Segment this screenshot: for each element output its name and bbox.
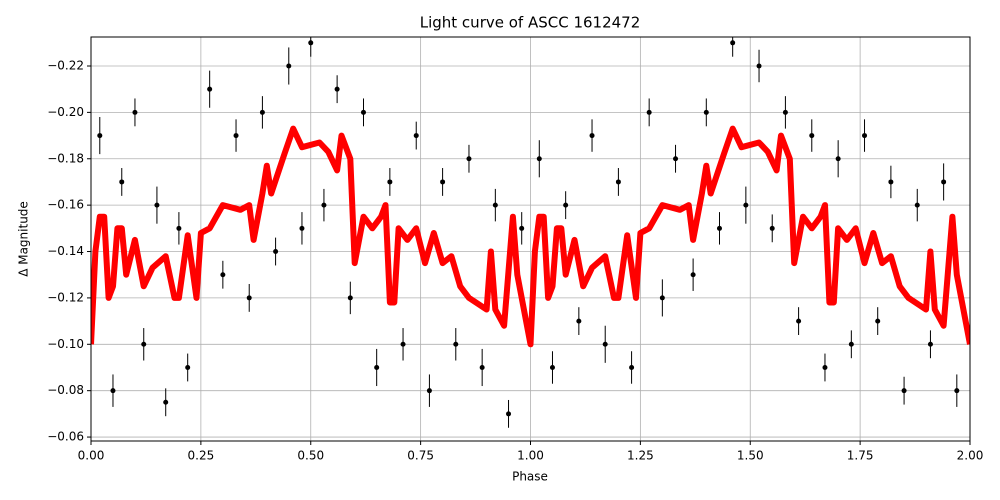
data-point <box>629 364 635 370</box>
data-point <box>690 272 696 278</box>
data-point <box>233 133 239 139</box>
data-point <box>176 225 182 231</box>
data-point <box>440 179 446 185</box>
data-point <box>119 179 125 185</box>
data-point <box>716 225 722 231</box>
fit-line <box>91 125 970 348</box>
data-point <box>589 133 595 139</box>
x-tick-label: 1.25 <box>627 449 654 463</box>
data-point <box>703 109 709 115</box>
plot-frame <box>90 36 971 442</box>
x-tick-label: 0.25 <box>188 449 215 463</box>
data-point <box>796 318 802 324</box>
data-point <box>730 40 736 46</box>
data-point <box>110 388 116 394</box>
data-point <box>299 225 305 231</box>
chart-title: Light curve of ASCC 1612472 <box>420 14 641 32</box>
data-point <box>549 364 555 370</box>
data-point <box>941 179 947 185</box>
data-point <box>286 63 292 69</box>
x-tick-label: 0.75 <box>407 449 434 463</box>
data-point <box>615 179 621 185</box>
data-point <box>413 133 419 139</box>
data-point <box>453 341 459 347</box>
data-point <box>141 341 147 347</box>
x-tick-label: 0.00 <box>78 449 105 463</box>
data-point <box>901 388 907 394</box>
plot-area <box>91 37 970 428</box>
data-point <box>536 156 542 162</box>
x-tick-label: 1.00 <box>517 449 544 463</box>
y-tick-label: −0.12 <box>47 290 84 304</box>
data-point <box>308 40 314 46</box>
data-point <box>888 179 894 185</box>
data-point <box>914 202 920 208</box>
data-point <box>273 249 279 255</box>
data-point <box>506 411 512 417</box>
y-tick-label: −0.06 <box>47 430 84 444</box>
y-tick-label: −0.22 <box>47 58 84 72</box>
data-point <box>927 341 933 347</box>
data-point <box>769 225 775 231</box>
data-point <box>246 295 252 301</box>
data-point <box>185 364 191 370</box>
data-point <box>347 295 353 301</box>
y-tick-label: −0.08 <box>47 383 84 397</box>
data-point <box>659 295 665 301</box>
data-point <box>782 109 788 115</box>
y-tick-label: −0.20 <box>47 105 84 119</box>
data-point <box>426 388 432 394</box>
data-point <box>875 318 881 324</box>
x-tick-label: 1.75 <box>847 449 874 463</box>
y-tick-label: −0.14 <box>47 244 84 258</box>
data-point <box>954 388 960 394</box>
data-point <box>563 202 569 208</box>
data-point <box>602 341 608 347</box>
data-point <box>97 133 103 139</box>
data-point <box>479 364 485 370</box>
data-point <box>163 399 169 405</box>
data-point <box>207 86 213 92</box>
x-tick-label: 1.50 <box>737 449 764 463</box>
y-axis-label: Δ Magnitude <box>17 201 31 277</box>
y-tick-label: −0.16 <box>47 198 84 212</box>
y-tick-label: −0.10 <box>47 337 84 351</box>
data-point <box>400 341 406 347</box>
data-point <box>466 156 472 162</box>
data-point <box>809 133 815 139</box>
data-point <box>576 318 582 324</box>
data-point <box>835 156 841 162</box>
data-point <box>374 364 380 370</box>
data-point <box>822 364 828 370</box>
data-point <box>492 202 498 208</box>
data-point <box>154 202 160 208</box>
data-point <box>259 109 265 115</box>
data-point <box>334 86 340 92</box>
data-point <box>848 341 854 347</box>
data-point <box>360 109 366 115</box>
data-point <box>743 202 749 208</box>
y-tick-label: −0.18 <box>47 151 84 165</box>
data-point <box>646 109 652 115</box>
x-tick-label: 2.00 <box>957 449 984 463</box>
x-tick-label: 0.50 <box>297 449 324 463</box>
data-point <box>387 179 393 185</box>
data-point <box>519 225 525 231</box>
data-point <box>862 133 868 139</box>
data-point <box>756 63 762 69</box>
data-point <box>321 202 327 208</box>
data-point <box>673 156 679 162</box>
data-point <box>132 109 138 115</box>
x-axis-label: Phase <box>512 470 548 484</box>
data-point <box>220 272 226 278</box>
